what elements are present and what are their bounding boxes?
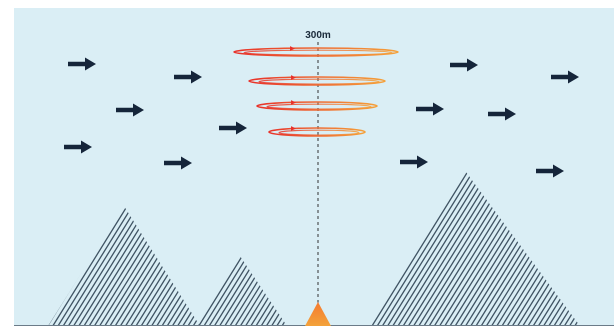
right-arrow-icon: [536, 164, 564, 178]
right-arrow-icon: [416, 102, 444, 116]
rotating-ring-icon: [248, 75, 386, 86]
right-arrow-icon: [219, 121, 247, 135]
right-arrow-icon: [64, 140, 92, 154]
height-label: 300m: [305, 30, 331, 41]
right-arrow-icon: [164, 156, 192, 170]
right-arrow-icon: [174, 70, 202, 84]
vortex-rings: [233, 46, 399, 137]
right-arrow-icon: [400, 155, 428, 169]
rotating-ring-icon: [233, 46, 399, 57]
right-arrow-icon: [551, 70, 579, 84]
right-arrow-icon: [450, 58, 478, 72]
rotating-ring-icon: [256, 100, 378, 111]
right-arrow-icon: [116, 103, 144, 117]
right-arrow-icon: [68, 57, 96, 71]
triangle-icon: [305, 302, 331, 326]
right-arrow-icon: [488, 107, 516, 121]
wind-arrows: [64, 57, 579, 178]
rotating-ring-icon: [268, 126, 366, 137]
